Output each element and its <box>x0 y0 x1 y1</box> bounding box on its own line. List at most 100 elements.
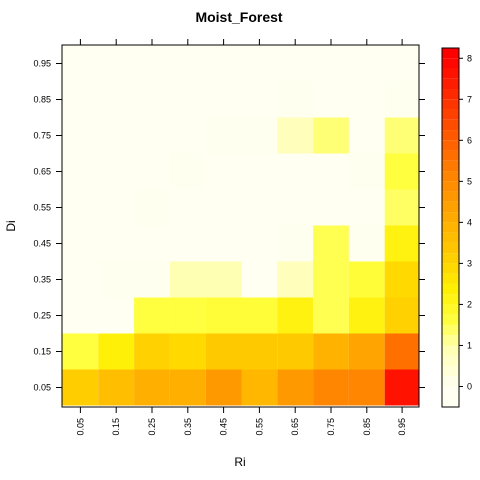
heatmap-cell <box>241 153 278 190</box>
colorbar-tick-label: 6 <box>467 135 472 145</box>
y-axis: 0.05 0.15 0.25 0.35 0.45 0.55 0.65 0.75 0.85 0.95 <box>33 59 425 393</box>
heatmap-cell <box>62 333 99 370</box>
heatmap-cell <box>277 81 314 118</box>
heatmap-cell <box>313 189 349 226</box>
colorbar-swatch <box>442 99 459 110</box>
heatmap-cell <box>241 369 278 406</box>
heatmap-cell <box>205 369 242 406</box>
heatmap-cell <box>62 189 99 226</box>
colorbar-swatch <box>442 355 459 366</box>
heatmap-cell <box>169 261 206 298</box>
plot-frame <box>61 44 420 408</box>
colorbar-tick-label: 1 <box>467 340 472 350</box>
heatmap-cell <box>205 45 242 82</box>
colorbar-tick-label: 4 <box>467 217 472 227</box>
colorbar-swatch <box>442 314 459 325</box>
heatmap-cell <box>313 333 349 370</box>
heatmap-cell <box>169 369 206 406</box>
heatmap-cell <box>62 153 99 190</box>
colorbar-swatch <box>442 140 459 151</box>
heatmap-cell <box>62 81 99 118</box>
colorbar-swatch <box>442 119 459 131</box>
heatmap-cell <box>384 45 420 82</box>
heatmap-cell <box>134 297 170 334</box>
colorbar-swatch <box>442 109 459 120</box>
heatmap-cell <box>277 333 314 370</box>
colorbar-swatch <box>442 386 459 397</box>
heatmap-cell <box>241 117 278 154</box>
x-tick-label: 0.65 <box>290 418 300 436</box>
heatmap-cell <box>134 117 170 154</box>
colorbar-swatch <box>442 171 459 182</box>
heatmap-cell <box>277 45 314 82</box>
heatmap-cell <box>277 189 314 226</box>
heatmap-cell <box>277 261 314 298</box>
colorbar-swatch <box>442 263 459 274</box>
heatmap-cell <box>205 81 242 118</box>
heatmap-cell <box>241 45 278 82</box>
heatmap-cell <box>384 261 420 298</box>
heatmap-cell <box>169 297 206 334</box>
heatmap-cell <box>98 153 135 190</box>
heatmap-cell <box>169 45 206 82</box>
heatmap-cell <box>98 45 135 82</box>
heatmap-cell <box>384 81 420 118</box>
heatmap-cell <box>62 117 99 154</box>
heatmap-cell <box>277 369 314 406</box>
heatmap-cell <box>313 153 349 190</box>
colorbar-swatch <box>442 222 459 233</box>
heatmap-cell <box>98 369 135 406</box>
heatmap-cell <box>384 333 420 370</box>
heatmap-cell <box>348 117 385 154</box>
heatmap-cell <box>277 153 314 190</box>
heatmap-cell <box>205 297 242 334</box>
heatmap-cell <box>205 225 242 262</box>
heatmap-cell <box>348 225 385 262</box>
heatmap-cell <box>348 81 385 118</box>
heatmap-cell <box>134 45 170 82</box>
colorbar-swatch <box>442 273 459 284</box>
heatmap-cell <box>348 261 385 298</box>
heatmap-cell <box>313 297 349 334</box>
y-tick-label: 0.35 <box>33 275 51 285</box>
heatmap-cell <box>313 45 349 82</box>
x-axis-label: Ri <box>234 455 245 469</box>
colorbar-swatch <box>442 242 459 254</box>
x-axis: 0.05 0.15 0.25 0.35 0.45 0.55 0.65 0.75 0.85 0.95 <box>75 39 407 436</box>
colorbar-swatch <box>442 181 459 192</box>
colorbar-tick-label: 0 <box>467 381 472 391</box>
y-tick-label: 0.65 <box>33 167 51 177</box>
heatmap-cell <box>384 189 420 226</box>
heatmap-cell <box>134 153 170 190</box>
colorbar-tick-label: 3 <box>467 258 472 268</box>
colorbar-tick-label: 7 <box>467 94 472 104</box>
colorbar-swatch <box>442 150 459 161</box>
colorbar-swatch <box>442 232 459 243</box>
colorbar-swatch <box>442 324 459 336</box>
heatmap-cell <box>384 117 420 154</box>
y-tick-label: 0.75 <box>33 131 51 141</box>
heatmap-cell <box>313 81 349 118</box>
heatmap-cell <box>348 333 385 370</box>
heatmap-cell <box>169 333 206 370</box>
colorbar-swatch <box>442 68 459 79</box>
heatmap-cell <box>134 189 170 226</box>
heatmap-cell <box>384 153 420 190</box>
colorbar-swatch <box>442 212 459 223</box>
heatmap-cell <box>98 189 135 226</box>
colorbar-swatch <box>442 201 459 213</box>
heatmap-cell <box>98 81 135 118</box>
colorbar-swatch <box>442 396 459 407</box>
x-tick-label: 0.25 <box>147 418 157 436</box>
colorbar-tick-label: 2 <box>467 299 472 309</box>
heatmap-cell <box>134 369 170 406</box>
y-tick-label: 0.95 <box>33 59 51 69</box>
x-tick-label: 0.45 <box>219 418 229 436</box>
x-tick-label: 0.35 <box>183 418 193 436</box>
heatmap-cell <box>205 333 242 370</box>
heatmap-cell <box>62 297 99 334</box>
colorbar-tick-label: 5 <box>467 176 472 186</box>
heatmap-cell <box>98 261 135 298</box>
heatmap-cell <box>348 369 385 406</box>
